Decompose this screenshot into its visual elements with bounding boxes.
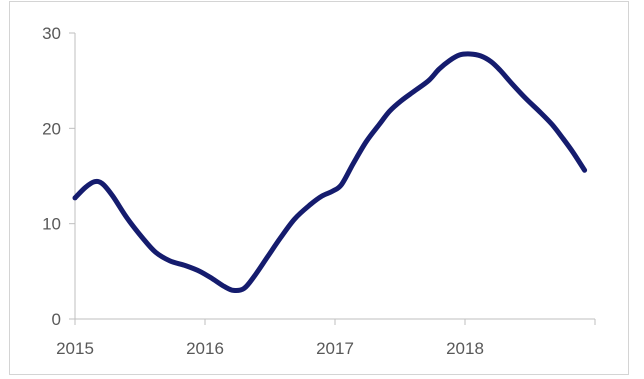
tick-labels: 0 10 20 30 2015 2016 2017 2018 [42, 24, 484, 358]
series-layer [72, 51, 588, 294]
x-tick-label: 2016 [186, 339, 224, 358]
y-tick-label: 30 [42, 24, 61, 43]
series-line [72, 51, 588, 294]
axes [69, 32, 596, 325]
y-tick-label: 20 [42, 119, 61, 138]
y-tick-label: 0 [52, 310, 61, 329]
y-tick-label: 10 [42, 215, 61, 234]
x-tick-label: 2017 [316, 339, 354, 358]
x-tick-label: 2015 [56, 339, 94, 358]
chart-area: 0 10 20 30 2015 2016 2017 2018 [9, 1, 629, 375]
x-tick-label: 2018 [446, 339, 484, 358]
line-chart: 0 10 20 30 2015 2016 2017 2018 [42, 24, 596, 358]
